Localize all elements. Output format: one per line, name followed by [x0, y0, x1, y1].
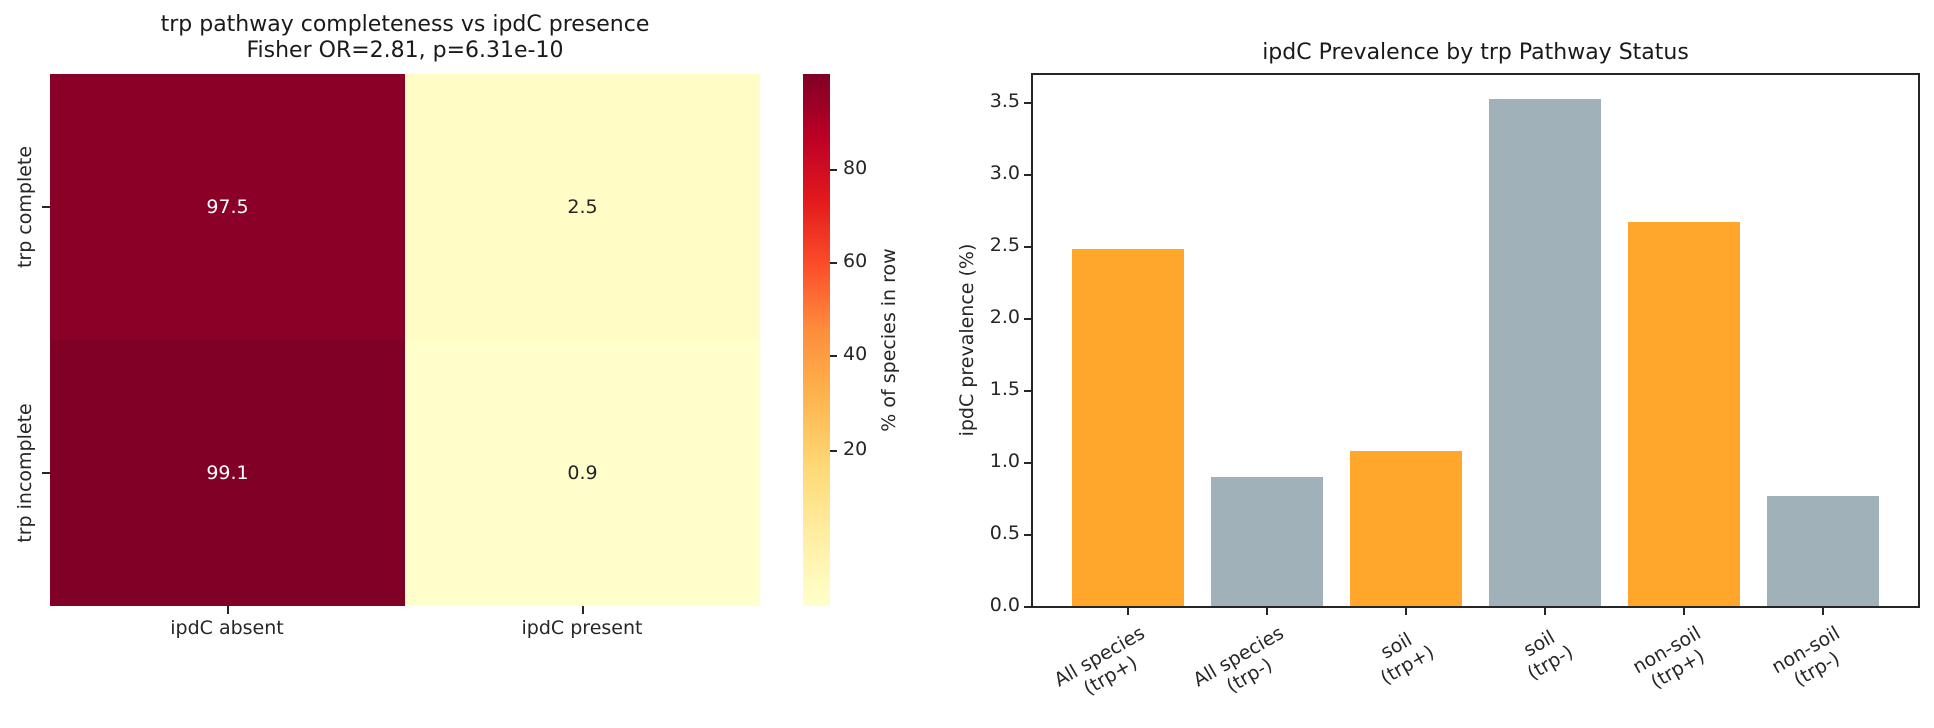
x-tick: [1266, 607, 1268, 615]
colorbar-tick: [830, 355, 837, 357]
x-tick: [1544, 607, 1546, 615]
bar-soil-trp-plus: [1350, 451, 1462, 606]
y-tick-label: 2.5: [989, 234, 1020, 256]
cell-value: 0.9: [567, 462, 598, 484]
y-tick: [1024, 606, 1032, 608]
x-tick: [582, 606, 584, 614]
cell-value: 97.5: [206, 196, 249, 218]
cell-value: 2.5: [567, 196, 598, 218]
heatmap-title-line2: Fisher OR=2.81, p=6.31e-10: [246, 38, 564, 63]
colorbar-tick-label: 40: [843, 343, 868, 365]
x-label-non-soil-trp-minus: non-soil (trp-): [1768, 622, 1844, 692]
bar-soil-trp-minus: [1489, 99, 1601, 606]
bar-non-soil-trp-plus: [1628, 222, 1740, 606]
y-tick-label: 2.0: [989, 306, 1020, 328]
barchart-title: ipdC Prevalence by trp Pathway Status: [1262, 40, 1689, 65]
y-tick: [1024, 318, 1032, 320]
y-tick: [42, 206, 50, 208]
heatmap-cell: 0.9: [405, 340, 760, 606]
row-label-trp-incomplete: trp incomplete: [14, 403, 36, 543]
x-tick: [1683, 607, 1685, 615]
y-tick-label: 0.0: [989, 594, 1020, 616]
x-tick: [227, 606, 229, 614]
barchart-axes-frame: [1031, 73, 1920, 608]
y-tick: [1024, 102, 1032, 104]
bar-non-soil-trp-minus: [1767, 496, 1879, 606]
colorbar-tick: [830, 169, 837, 171]
x-tick: [1127, 607, 1129, 615]
x-label-non-soil-trp-plus: non-soil (trp+): [1629, 622, 1709, 694]
y-tick: [1024, 390, 1032, 392]
y-tick-label: 1.5: [989, 378, 1020, 400]
y-tick: [1024, 174, 1032, 176]
bar-all-species-trp-minus: [1211, 477, 1323, 606]
y-tick-label: 3.0: [989, 162, 1020, 184]
y-tick-label: 1.0: [989, 450, 1020, 472]
y-tick: [42, 472, 50, 474]
y-axis-label: ipdC prevalence (%): [956, 243, 978, 437]
y-tick-label: 3.5: [989, 90, 1020, 112]
heatmap-cell: 2.5: [405, 74, 760, 340]
x-tick: [1822, 607, 1824, 615]
row-label-trp-complete: trp complete: [14, 145, 36, 269]
heatmap-cell: 97.5: [50, 74, 405, 340]
y-tick: [1024, 462, 1032, 464]
col-label-ipdc-present: ipdC present: [521, 617, 643, 639]
colorbar-tick-label: 20: [843, 438, 868, 460]
colorbar: [803, 74, 830, 606]
x-tick: [1405, 607, 1407, 615]
y-tick: [1024, 534, 1032, 536]
y-tick: [1024, 246, 1032, 248]
heatmap-title-line1: trp pathway completeness vs ipdC presenc…: [160, 12, 650, 37]
x-label-soil-trp-plus: soil (trp+): [1376, 628, 1438, 690]
colorbar-tick: [830, 262, 837, 264]
bar-all-species-trp-plus: [1072, 249, 1184, 606]
col-label-ipdc-absent: ipdC absent: [170, 617, 284, 639]
y-tick-label: 0.5: [989, 522, 1020, 544]
colorbar-tick-label: 80: [843, 157, 868, 179]
x-label-all-species-trp-plus: All species (trp+): [1050, 622, 1149, 700]
colorbar-tick: [830, 450, 837, 452]
cell-value: 99.1: [206, 462, 249, 484]
colorbar-tick-label: 60: [843, 250, 868, 272]
colorbar-label: % of species in row: [878, 248, 900, 432]
heatmap-title: trp pathway completeness vs ipdC presenc…: [50, 12, 760, 64]
x-label-soil-trp-minus: soil (trp-): [1519, 626, 1577, 685]
x-label-all-species-trp-minus: All species (trp-): [1189, 622, 1288, 698]
heatmap-cell: 99.1: [50, 340, 405, 606]
